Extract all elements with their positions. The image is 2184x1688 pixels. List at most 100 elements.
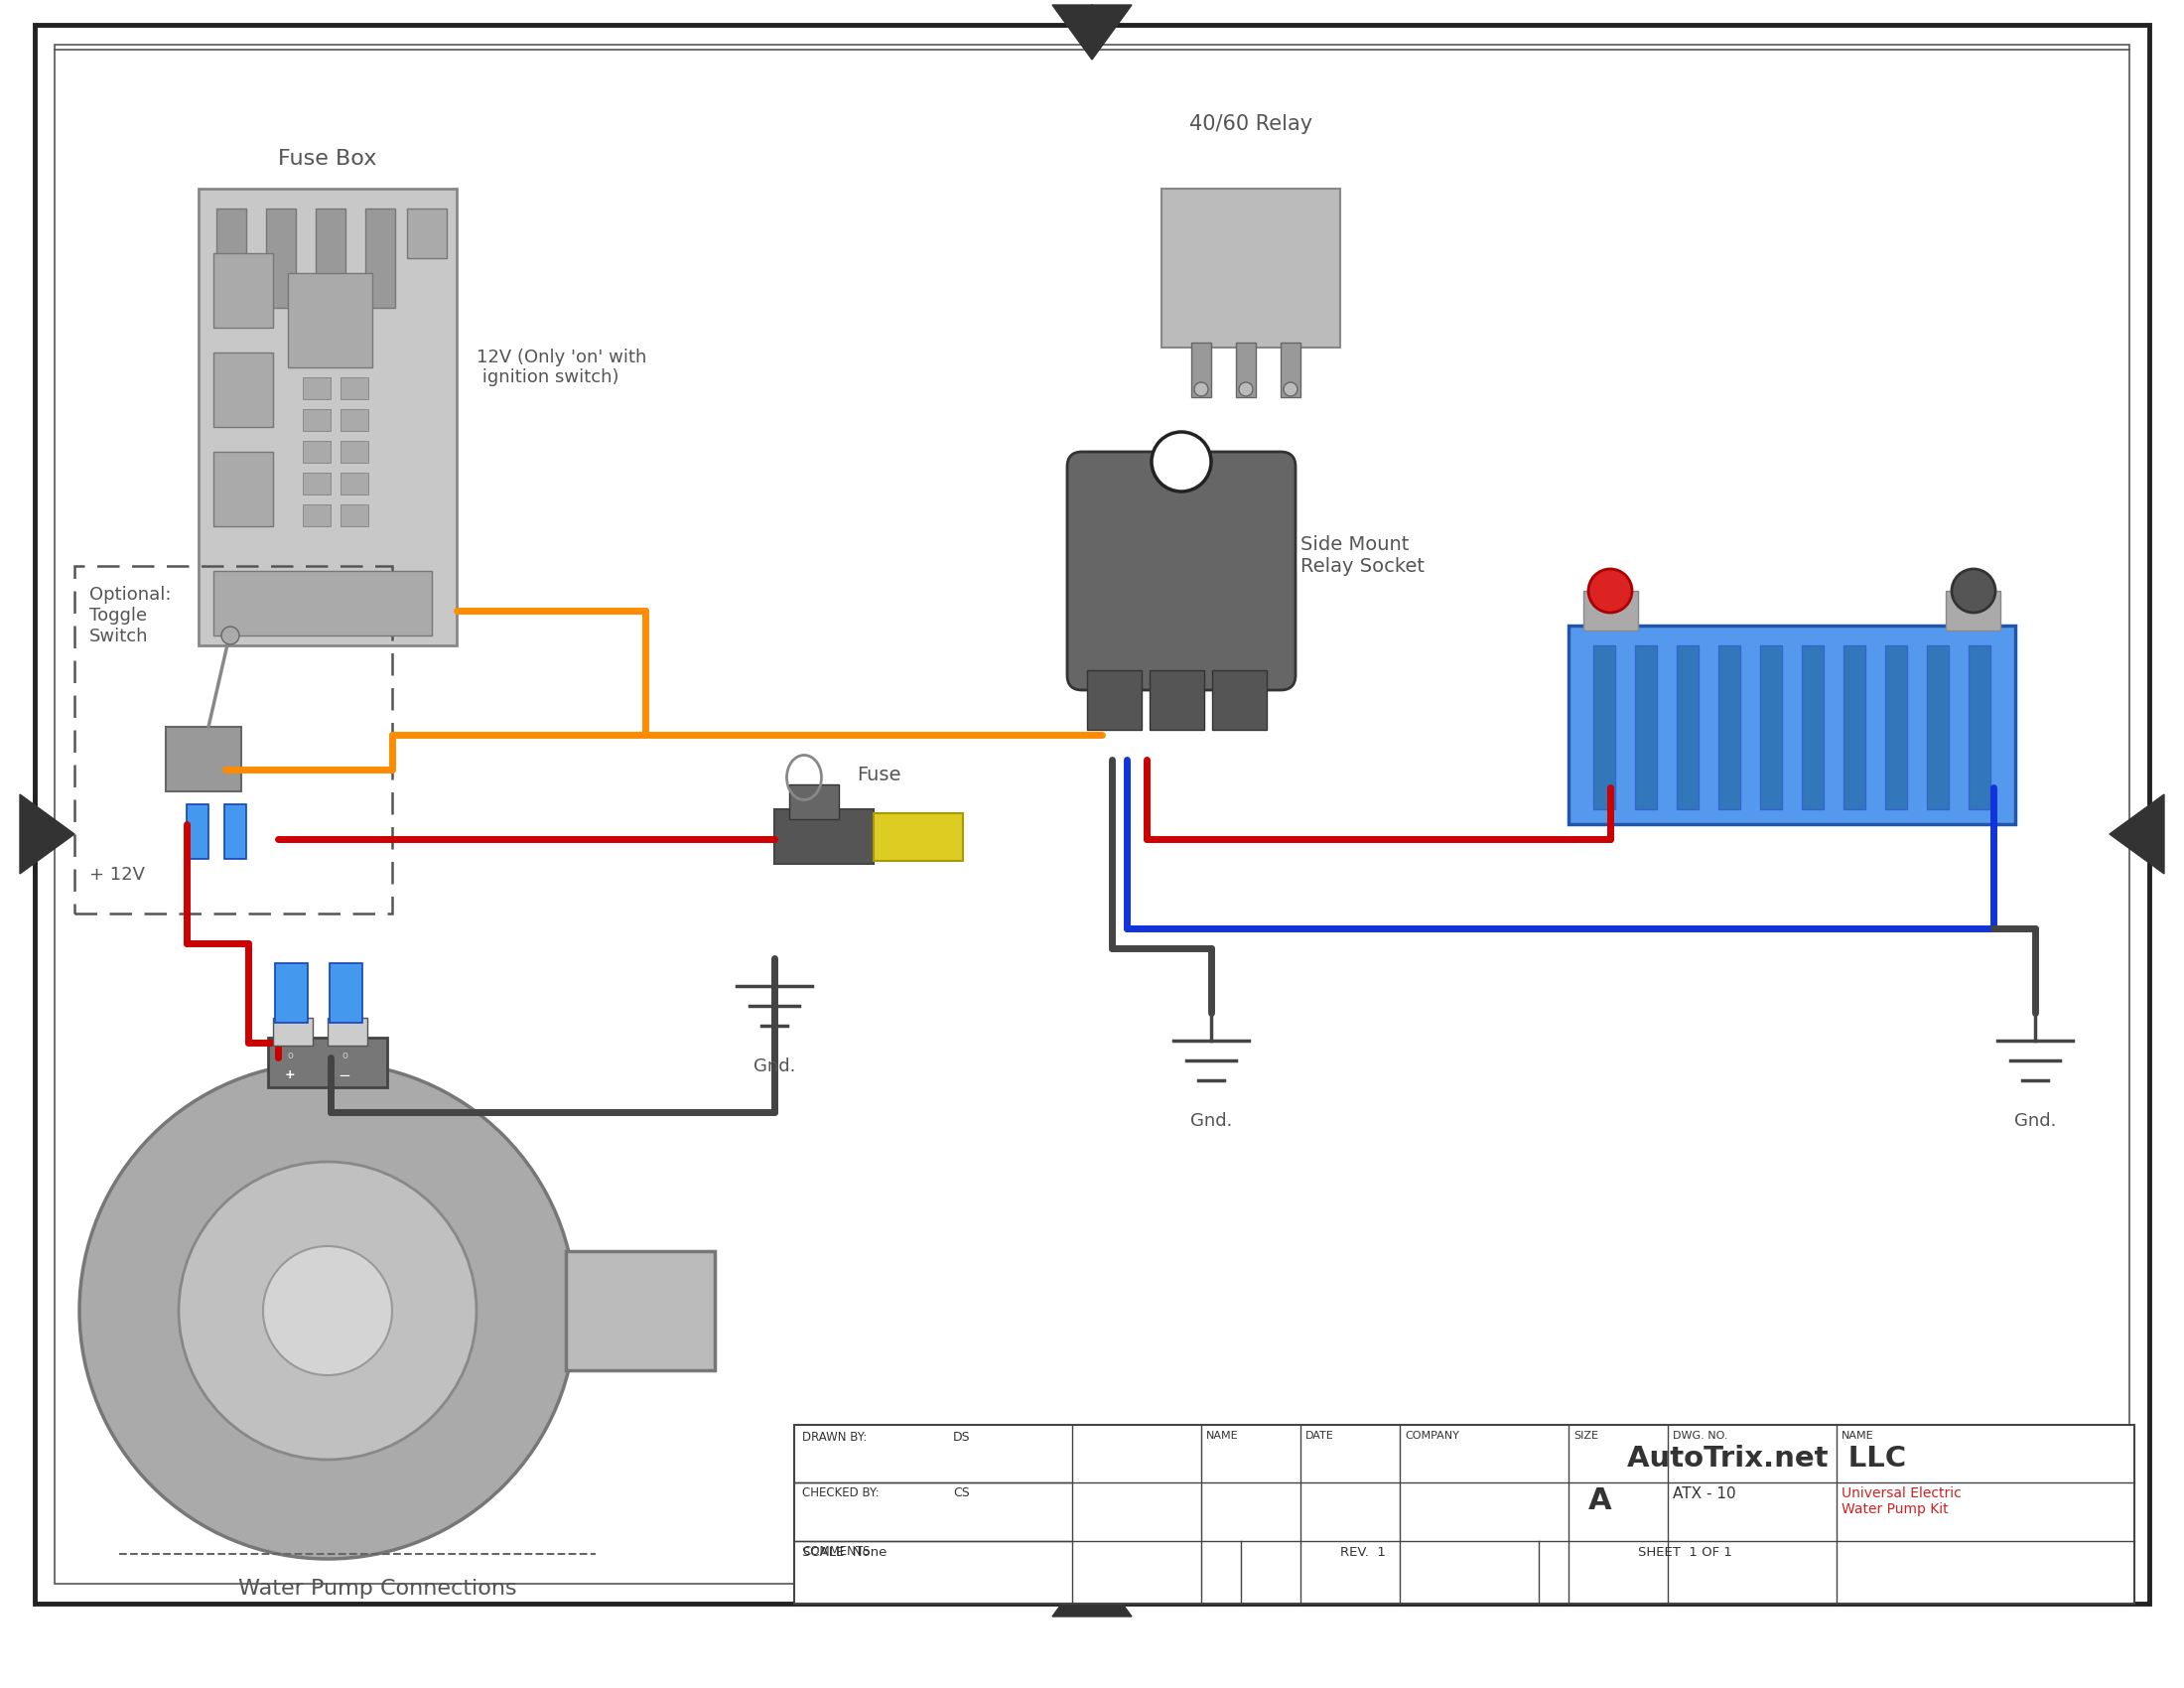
Text: −: − bbox=[339, 1069, 352, 1082]
Text: Gnd.: Gnd. bbox=[1190, 1112, 1232, 1129]
Text: Gnd.: Gnd. bbox=[753, 1057, 795, 1075]
Bar bbox=[304, 505, 330, 527]
Bar bbox=[1760, 645, 1782, 809]
Bar bbox=[1149, 670, 1203, 729]
Bar bbox=[273, 1018, 312, 1045]
Text: REV.  1: REV. 1 bbox=[1341, 1546, 1385, 1560]
Text: AutoTrix.net  LLC: AutoTrix.net LLC bbox=[1627, 1445, 1907, 1472]
Text: CHECKED BY:: CHECKED BY: bbox=[802, 1485, 880, 1499]
Circle shape bbox=[1284, 381, 1297, 397]
Circle shape bbox=[1238, 381, 1254, 397]
Polygon shape bbox=[20, 795, 74, 874]
Bar bbox=[1594, 645, 1616, 809]
Text: COMMENTS:: COMMENTS: bbox=[802, 1545, 874, 1558]
Bar bbox=[406, 209, 448, 258]
Bar bbox=[214, 452, 273, 527]
Circle shape bbox=[221, 626, 240, 645]
Bar bbox=[1088, 670, 1142, 729]
Bar bbox=[1236, 343, 1256, 397]
Bar bbox=[214, 571, 432, 635]
Polygon shape bbox=[1053, 5, 1131, 59]
FancyBboxPatch shape bbox=[1068, 452, 1295, 690]
Bar bbox=[275, 964, 308, 1023]
Text: Fuse: Fuse bbox=[856, 766, 900, 785]
Bar bbox=[365, 209, 395, 307]
Bar bbox=[874, 814, 963, 861]
Text: Fuse Box: Fuse Box bbox=[277, 149, 378, 169]
Polygon shape bbox=[2110, 795, 2164, 874]
Bar bbox=[186, 803, 207, 859]
Text: SCALE  None: SCALE None bbox=[802, 1546, 887, 1560]
Text: 40/60 Relay: 40/60 Relay bbox=[1190, 115, 1313, 133]
Text: DATE: DATE bbox=[1306, 1431, 1334, 1442]
Bar bbox=[317, 209, 345, 307]
Bar bbox=[214, 353, 273, 427]
Bar bbox=[1677, 645, 1699, 809]
Bar bbox=[214, 253, 273, 327]
Bar bbox=[1190, 343, 1212, 397]
Bar bbox=[328, 1018, 367, 1045]
Bar bbox=[330, 964, 363, 1023]
Bar bbox=[341, 473, 369, 495]
Bar bbox=[1719, 645, 1741, 809]
Text: + 12V: + 12V bbox=[90, 866, 144, 885]
Text: NAME: NAME bbox=[1206, 1431, 1238, 1442]
Bar bbox=[341, 408, 369, 430]
Bar bbox=[1885, 645, 1907, 809]
Bar bbox=[1583, 591, 1638, 631]
Bar bbox=[304, 378, 330, 398]
Text: SHEET  1 OF 1: SHEET 1 OF 1 bbox=[1638, 1546, 1732, 1560]
Text: +: + bbox=[284, 1069, 295, 1082]
Bar bbox=[216, 209, 247, 307]
Text: ATX - 10: ATX - 10 bbox=[1673, 1485, 1736, 1501]
Circle shape bbox=[1195, 381, 1208, 397]
Bar bbox=[775, 809, 874, 864]
Text: SIZE: SIZE bbox=[1572, 1431, 1599, 1442]
Bar bbox=[304, 473, 330, 495]
Bar bbox=[225, 803, 247, 859]
Bar bbox=[1212, 670, 1267, 729]
Bar bbox=[304, 408, 330, 430]
Bar bbox=[288, 273, 371, 368]
Circle shape bbox=[79, 1062, 577, 1560]
Bar bbox=[166, 728, 240, 792]
Bar bbox=[795, 1425, 2134, 1604]
Bar bbox=[266, 209, 295, 307]
Bar bbox=[341, 441, 369, 463]
Bar bbox=[269, 1038, 387, 1087]
Text: DRAWN BY:: DRAWN BY: bbox=[802, 1431, 867, 1443]
Bar bbox=[1968, 645, 1990, 809]
Text: Universal Electric
Water Pump Kit: Universal Electric Water Pump Kit bbox=[1841, 1485, 1961, 1516]
Bar bbox=[199, 189, 456, 645]
Text: A: A bbox=[1588, 1485, 1612, 1514]
Circle shape bbox=[1952, 569, 1996, 613]
Bar bbox=[304, 441, 330, 463]
Text: o: o bbox=[286, 1050, 293, 1060]
Bar bbox=[1636, 645, 1658, 809]
Bar bbox=[1568, 626, 2016, 824]
Text: Gnd.: Gnd. bbox=[2014, 1112, 2055, 1129]
Bar bbox=[566, 1251, 714, 1371]
Text: Water Pump Connections: Water Pump Connections bbox=[238, 1578, 518, 1599]
Text: o: o bbox=[341, 1050, 347, 1060]
Circle shape bbox=[1151, 432, 1212, 491]
Polygon shape bbox=[1053, 1561, 1131, 1617]
Bar bbox=[341, 378, 369, 398]
Bar bbox=[1843, 645, 1865, 809]
Circle shape bbox=[262, 1246, 393, 1376]
Text: DWG. NO.: DWG. NO. bbox=[1673, 1431, 1728, 1442]
Text: NAME: NAME bbox=[1841, 1431, 1874, 1442]
Text: Optional:
Toggle
Switch: Optional: Toggle Switch bbox=[90, 586, 170, 645]
Bar bbox=[1946, 591, 2001, 631]
Bar bbox=[1162, 189, 1341, 348]
Text: COMPANY: COMPANY bbox=[1404, 1431, 1459, 1442]
Text: DS: DS bbox=[952, 1431, 970, 1443]
Bar bbox=[1926, 645, 1948, 809]
Text: 12V (Only 'on' with
 ignition switch): 12V (Only 'on' with ignition switch) bbox=[476, 348, 646, 387]
Bar bbox=[341, 505, 369, 527]
Circle shape bbox=[179, 1161, 476, 1460]
Circle shape bbox=[1588, 569, 1631, 613]
Bar bbox=[1802, 645, 1824, 809]
Bar bbox=[788, 785, 839, 819]
Text: Side Mount
Relay Socket: Side Mount Relay Socket bbox=[1299, 535, 1424, 576]
